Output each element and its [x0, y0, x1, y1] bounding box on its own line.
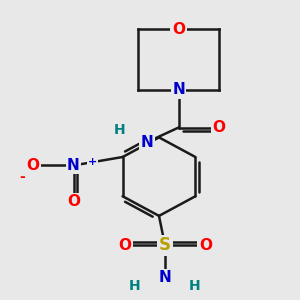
- Text: N: N: [172, 82, 185, 97]
- Text: H: H: [129, 279, 141, 293]
- Text: S: S: [159, 236, 171, 254]
- Text: N: N: [67, 158, 80, 173]
- Text: H: H: [189, 279, 201, 293]
- Text: O: O: [67, 194, 80, 209]
- Text: O: O: [26, 158, 40, 173]
- Text: N: N: [159, 270, 171, 285]
- Text: O: O: [212, 120, 226, 135]
- Text: N: N: [141, 135, 153, 150]
- Text: O: O: [199, 238, 212, 253]
- Text: O: O: [172, 22, 185, 37]
- Text: +: +: [88, 157, 97, 167]
- Text: H: H: [114, 123, 126, 137]
- Text: -: -: [20, 169, 26, 184]
- Text: O: O: [118, 238, 131, 253]
